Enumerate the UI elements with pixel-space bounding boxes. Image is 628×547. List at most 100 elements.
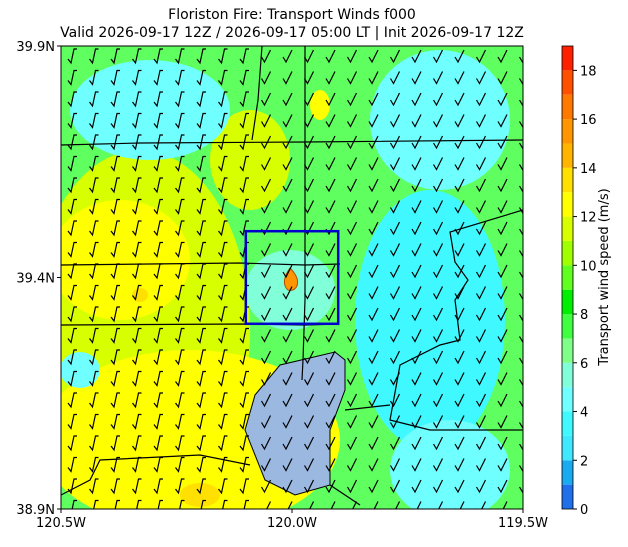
wind-barb: [389, 436, 401, 451]
wind-barb: [196, 155, 206, 172]
wind-barb: [175, 91, 185, 108]
wind-barb: [411, 329, 422, 343]
wind-barb: [243, 499, 249, 509]
wind-barb: [110, 306, 120, 323]
wind-barb: [132, 370, 142, 387]
wind-barb: [239, 349, 249, 366]
wind-barb: [497, 307, 508, 322]
wind-barb: [368, 49, 379, 64]
wind-barb: [346, 307, 358, 322]
wind-barb: [389, 458, 401, 472]
wind-barb: [196, 91, 206, 108]
wind-barb: [282, 49, 293, 64]
wind-barb: [368, 307, 379, 322]
wind-barb: [153, 327, 163, 344]
wind-barb: [67, 134, 77, 151]
wind-barb: [325, 501, 336, 509]
y-tick-label: 38.9N: [16, 503, 55, 518]
wind-barb: [239, 112, 249, 129]
colorbar-label: Transport wind speed (m/s): [597, 188, 612, 366]
wind-barb: [67, 456, 77, 473]
wind-barb: [346, 501, 358, 509]
wind-barb: [475, 329, 487, 343]
wind-barb: [454, 436, 465, 451]
colorbar-tick-label: 12: [580, 211, 597, 226]
wind-barb: [368, 200, 379, 214]
wind-barb: [389, 372, 401, 386]
wind-barb: [89, 134, 99, 151]
wind-barb: [475, 221, 487, 236]
wind-barb: [411, 243, 422, 257]
wind-barb: [196, 112, 206, 129]
wind-barb: [432, 243, 444, 257]
wind-barb: [454, 372, 465, 386]
wind-barb: [389, 71, 401, 85]
wind-barb: [89, 112, 99, 129]
wind-barb: [153, 413, 163, 430]
wind-barb: [175, 284, 185, 301]
wind-barb: [89, 349, 99, 366]
wind-barb: [432, 436, 444, 451]
wind-barb: [389, 178, 401, 193]
wind-barb: [175, 327, 185, 344]
wind-barb: [196, 392, 206, 409]
wind-barb: [260, 157, 272, 171]
wind-barb: [175, 456, 185, 473]
wind-barb: [497, 92, 508, 107]
colorbar-segment: [562, 192, 573, 217]
wind-barb: [454, 415, 465, 429]
wind-barb: [325, 114, 336, 128]
x-tick-label: 120.5W: [36, 516, 86, 531]
colorbar-frame: [561, 45, 574, 510]
wind-barb: [432, 135, 444, 150]
wind-barb: [368, 221, 379, 236]
wind-barb: [389, 49, 401, 64]
wind-barb: [89, 69, 99, 86]
wind-barb: [368, 243, 379, 257]
wind-barb: [303, 436, 315, 451]
wind-barb: [239, 370, 249, 387]
wind-barb: [432, 221, 444, 236]
wind-barb: [153, 284, 163, 301]
wind-barb: [282, 501, 293, 509]
wind-barb: [475, 243, 487, 257]
wind-barb: [218, 91, 228, 108]
wind-barb: [346, 479, 358, 494]
wind-barb: [475, 436, 487, 451]
wind-barb: [67, 478, 77, 495]
colorbar-segment: [562, 435, 573, 461]
wind-barb: [389, 415, 401, 429]
wind-barb: [325, 286, 336, 300]
wind-barb: [260, 479, 272, 494]
wind-barb: [432, 114, 444, 128]
wind-barb: [110, 413, 120, 430]
wind-barb: [196, 349, 206, 366]
wind-barb: [497, 329, 508, 343]
wind-barb: [196, 435, 206, 452]
wind-barb: [175, 155, 185, 172]
wind-barb: [389, 307, 401, 322]
wind-barb: [282, 71, 293, 85]
wind-barb: [260, 415, 272, 429]
wind-barb: [454, 501, 465, 509]
wind-barb: [411, 49, 422, 64]
wind-barb: [110, 349, 120, 366]
wind-barb: [89, 198, 99, 215]
wind-barb: [175, 306, 185, 323]
colorbar-segment: [562, 289, 573, 315]
wind-barb: [132, 349, 142, 366]
wind-barb: [432, 200, 444, 214]
wind-barb: [218, 284, 228, 301]
wind-barb: [196, 478, 206, 495]
wind-barb: [475, 49, 487, 64]
wind-barb: [132, 91, 142, 108]
wind-barb: [239, 155, 249, 172]
wind-barb: [303, 157, 315, 171]
wind-barb: [67, 349, 77, 366]
wind-barb: [325, 92, 336, 107]
wind-barb: [475, 178, 487, 193]
wind-barb: [110, 177, 120, 194]
wind-barb: [303, 71, 315, 85]
wind-barb: [411, 393, 422, 408]
wind-barb: [239, 241, 249, 258]
